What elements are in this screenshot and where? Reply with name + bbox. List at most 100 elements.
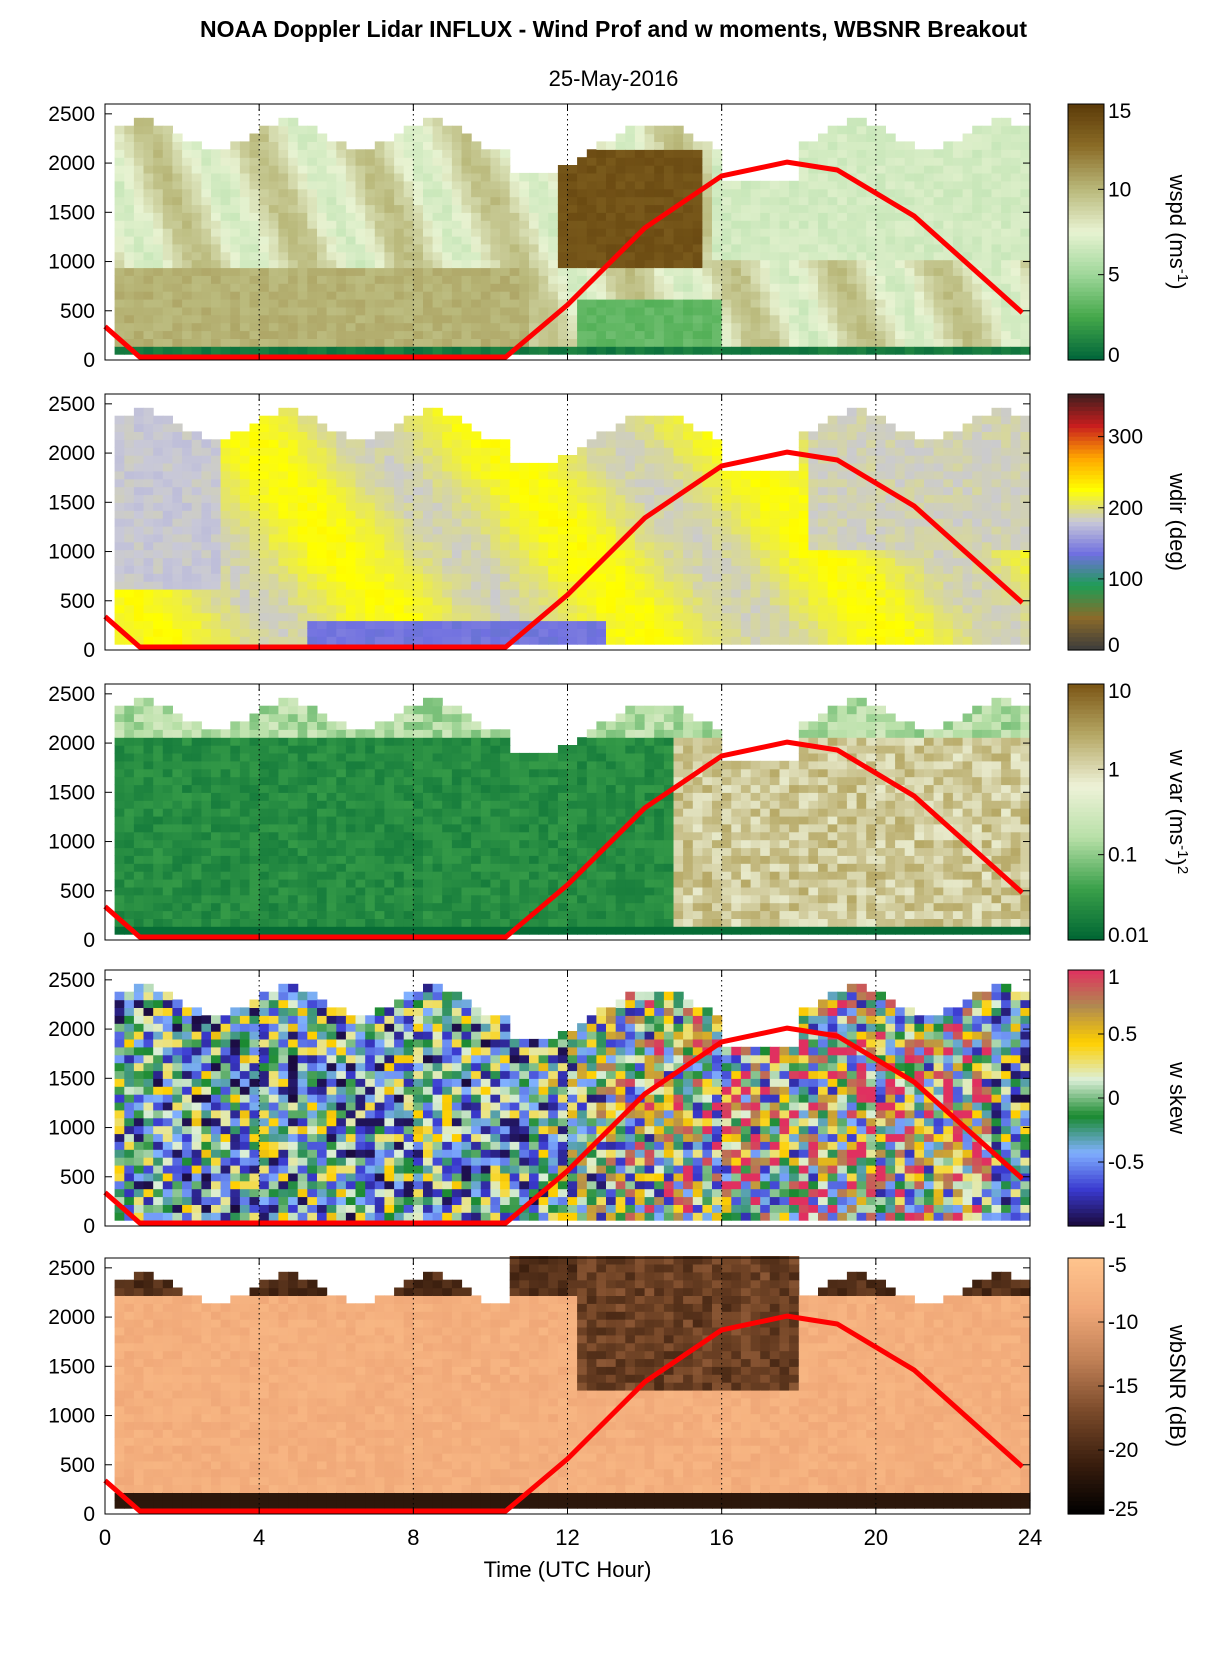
heatmap-cell-b xyxy=(259,494,270,503)
heatmap-cell-a xyxy=(798,338,809,347)
heatmap-cell-a xyxy=(663,172,675,182)
heatmap-cell-a xyxy=(846,338,858,347)
heatmap-cell-b xyxy=(268,423,279,432)
heatmap-cell-b xyxy=(413,581,424,590)
heatmap-cell-a xyxy=(451,346,463,355)
heatmap-cell-a xyxy=(808,291,819,300)
heatmap-cell-b xyxy=(249,636,260,645)
heatmap-cell-b xyxy=(374,447,385,456)
heatmap-cell-b xyxy=(114,502,125,511)
heatmap-cell-b xyxy=(846,636,858,645)
heatmap-cell-a xyxy=(471,314,482,324)
heatmap-cell-b xyxy=(769,510,780,519)
heatmap-cell-b xyxy=(451,604,463,614)
heatmap-cell-b xyxy=(490,604,501,614)
heatmap-cell-b xyxy=(326,604,337,614)
heatmap-cell-b xyxy=(548,478,559,488)
heatmap-cell-b xyxy=(721,628,732,637)
heatmap-cell-a xyxy=(557,251,569,261)
heatmap-cell-a xyxy=(577,180,588,190)
heatmap-cell-a xyxy=(827,212,838,221)
heatmap-cell-b xyxy=(317,525,328,535)
heatmap-cell-a xyxy=(625,346,636,355)
heatmap-cell-b xyxy=(875,612,886,622)
heatmap-cell-b xyxy=(644,565,655,574)
heatmap-cell-a xyxy=(972,180,983,190)
heatmap-cell-b xyxy=(586,533,597,543)
heatmap-cell-a xyxy=(798,180,809,190)
heatmap-cell-b xyxy=(288,423,299,432)
heatmap-cell-b xyxy=(798,589,809,598)
heatmap-cell-b xyxy=(866,549,877,559)
heatmap-cell-a xyxy=(586,196,597,206)
heatmap-cell-b xyxy=(789,510,800,519)
heatmap-cell-a xyxy=(288,299,299,308)
heatmap-cell-a xyxy=(124,188,135,198)
heatmap-cell-b xyxy=(914,478,925,488)
heatmap-cell-a xyxy=(712,283,723,292)
heatmap-cell-b xyxy=(895,541,906,551)
heatmap-cell-b xyxy=(451,510,463,519)
heatmap-cell-b xyxy=(124,494,135,503)
heatmap-cell-a xyxy=(1001,314,1012,324)
heatmap-cell-a xyxy=(914,172,925,182)
heatmap-cell-a xyxy=(442,165,453,174)
heatmap-cell-a xyxy=(278,314,289,324)
heatmap-cell-b xyxy=(172,596,183,606)
heatmap-cell-b xyxy=(239,581,251,590)
heatmap-cell-b xyxy=(211,447,222,456)
heatmap-cell-b xyxy=(654,573,665,582)
heatmap-cell-b xyxy=(191,518,202,527)
heatmap-cell-b xyxy=(442,589,453,598)
heatmap-cell-b xyxy=(133,573,145,582)
heatmap-cell-a xyxy=(191,299,202,308)
heatmap-cell-a xyxy=(297,322,308,332)
heatmap-cell-b xyxy=(297,612,308,622)
heatmap-cell-a xyxy=(721,275,732,284)
heatmap-cell-b xyxy=(827,612,838,622)
heatmap-cell-a xyxy=(249,330,260,339)
heatmap-cell-b xyxy=(750,533,761,543)
heatmap-cell-a xyxy=(490,299,501,308)
heatmap-cell-a xyxy=(789,188,800,198)
heatmap-cell-b xyxy=(172,549,183,559)
heatmap-cell-b xyxy=(451,620,463,629)
heatmap-cell-a xyxy=(124,291,135,300)
heatmap-cell-b xyxy=(259,439,270,448)
heatmap-cell-b xyxy=(124,628,135,637)
heatmap-cell-a xyxy=(827,235,838,245)
heatmap-cell-a xyxy=(663,165,675,174)
heatmap-cell-a xyxy=(471,180,482,190)
heatmap-cell-b xyxy=(307,478,318,488)
heatmap-cell-a xyxy=(875,314,886,324)
heatmap-cell-a xyxy=(634,125,646,135)
heatmap-cell-b xyxy=(625,510,636,519)
heatmap-cell-b xyxy=(875,549,886,559)
heatmap-cell-b xyxy=(288,478,299,488)
heatmap-cell-a xyxy=(972,188,983,198)
heatmap-cell-b xyxy=(230,596,241,606)
heatmap-cell-b xyxy=(644,494,655,503)
heatmap-cell-b xyxy=(278,541,289,551)
heatmap-cell-a xyxy=(606,235,617,245)
heatmap-cell-a xyxy=(740,338,752,347)
heatmap-cell-b xyxy=(606,604,617,614)
heatmap-cell-b xyxy=(924,470,935,480)
heatmap-cell-a xyxy=(972,251,983,261)
heatmap-cell-b xyxy=(789,502,800,511)
heatmap-cell-a xyxy=(191,338,202,347)
heatmap-cell-a xyxy=(211,259,222,269)
heatmap-cell-a xyxy=(625,243,636,253)
heatmap-cell-b xyxy=(760,573,771,582)
heatmap-cell-b xyxy=(374,486,385,496)
heatmap-cell-a xyxy=(288,172,299,182)
heatmap-cell-a xyxy=(606,299,617,308)
heatmap-cell-a xyxy=(182,275,193,284)
heatmap-cell-b xyxy=(914,486,925,496)
heatmap-cell-b xyxy=(538,478,549,488)
heatmap-cell-b xyxy=(548,525,559,535)
heatmap-cell-b xyxy=(750,628,761,637)
heatmap-cell-b xyxy=(760,525,771,535)
heatmap-cell-b xyxy=(548,518,559,527)
heatmap-cell-a xyxy=(962,267,973,276)
